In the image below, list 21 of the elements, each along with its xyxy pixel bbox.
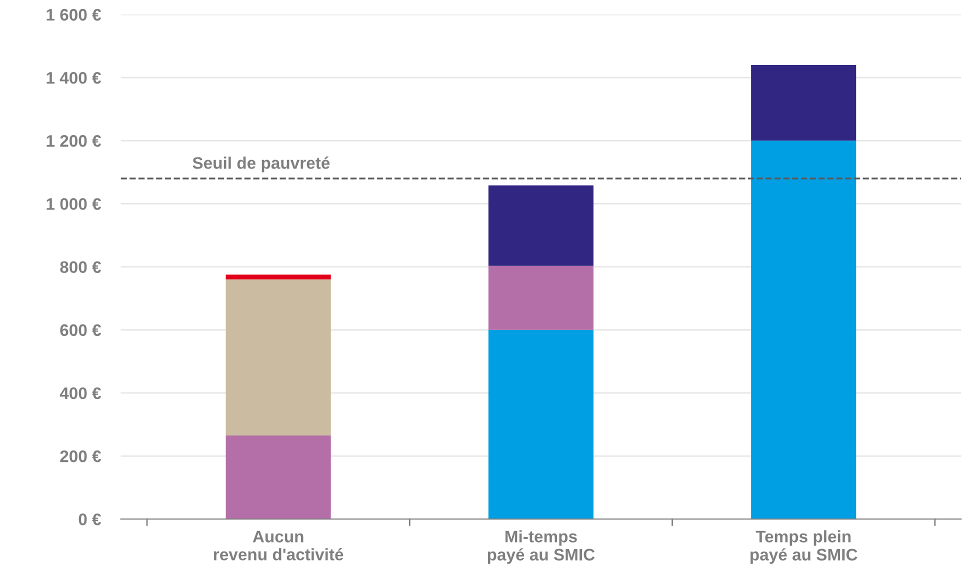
bar	[226, 274, 331, 280]
bar	[226, 436, 331, 520]
y-tick-label: 1 400 €	[46, 72, 102, 84]
y-tick-label: 200 €	[60, 450, 102, 462]
y-tick-label: 600 €	[60, 324, 102, 336]
x-tick-label: Aucun revenu d'activité	[214, 530, 344, 560]
y-tick-label: 400 €	[60, 387, 102, 400]
bar	[226, 279, 331, 436]
y-tick-label: 1 000 €	[46, 198, 102, 210]
y-tick-label: 800 €	[60, 261, 102, 274]
bar	[751, 64, 856, 141]
x-tick-label: Mi-temps payé au SMIC	[488, 530, 595, 564]
ref-line-label: Seuil de pauvreté	[192, 156, 330, 172]
bar	[488, 266, 594, 330]
bar	[751, 140, 856, 520]
x-tick-label: Temps plein payé au SMIC	[750, 530, 858, 564]
y-tick-label: 1 200 €	[46, 135, 102, 147]
bar	[488, 185, 594, 266]
y-tick-label: 1 600 €	[46, 8, 102, 21]
bar	[488, 330, 594, 520]
y-tick-label: 0 €	[78, 514, 102, 526]
